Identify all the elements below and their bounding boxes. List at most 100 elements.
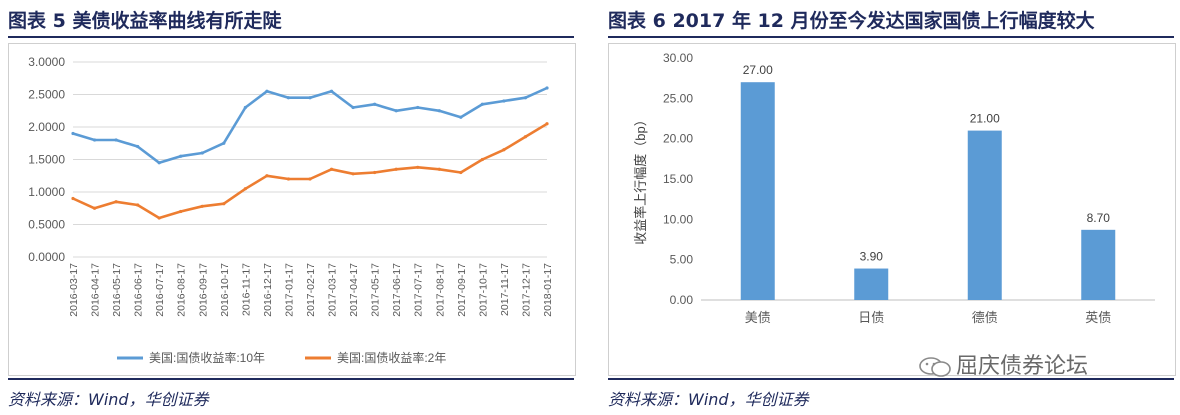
data-point [437, 167, 441, 171]
y-tick-label: 5.00 [670, 253, 694, 267]
data-point [71, 131, 75, 136]
data-point [373, 170, 377, 175]
data-point [416, 165, 420, 169]
y-tick-label: 20.00 [663, 132, 693, 146]
data-point [222, 202, 226, 206]
x-tick-label: 2016-11-17 [240, 263, 252, 316]
y-tick-label: 1.5000 [28, 153, 65, 167]
data-point [373, 102, 377, 106]
x-tick-label: 2017-05-17 [370, 263, 382, 317]
data-point [502, 99, 506, 103]
y-tick-label: 2.5000 [28, 88, 65, 102]
bar-chart: 0.00 5.00 10.00 15.00 20.00 25.00 30.00 收益率上行幅度… [633, 51, 1155, 325]
legend-label: 美国:国债收益率:10年 [149, 350, 265, 365]
x-tick-label: 2016-08-17 [176, 263, 188, 317]
data-point [243, 105, 247, 110]
title-rule [8, 36, 574, 38]
data-point [136, 144, 140, 149]
x-tick-label: 2017-11-17 [499, 263, 511, 316]
x-tick-label: 2016-09-17 [197, 263, 209, 317]
data-point [523, 135, 528, 139]
x-tick-label: 2017-08-17 [434, 263, 446, 317]
y-tick-label: 1.0000 [28, 185, 65, 199]
data-point [329, 89, 334, 93]
figure-5-panel: 图表 5 美债收益率曲线有所走陡 0.0000 0.5000 1.0000 1.500… [0, 0, 578, 415]
y-tick-label: 25.00 [663, 91, 693, 105]
data-point [329, 167, 334, 171]
source-rule [8, 378, 574, 380]
bar-value-label: 8.70 [1087, 211, 1111, 225]
data-point [114, 200, 118, 204]
data-point [179, 154, 183, 158]
data-point [136, 203, 140, 207]
data-point [265, 174, 269, 178]
x-tick-label: 2016-03-17 [68, 263, 80, 317]
data-point [351, 105, 355, 110]
figure-6-title: 图表 6 2017 年 12 月份至今发达国家国债上行幅度较大 [608, 10, 1095, 32]
x-category-label: 日债 [858, 310, 884, 325]
data-point [523, 96, 528, 100]
data-point [265, 89, 269, 93]
series-line-2y [72, 122, 548, 220]
line-chart-frame: 0.0000 0.5000 1.0000 1.5000 2.0000 2.5000 3.00… [8, 43, 576, 376]
data-point [480, 102, 484, 106]
data-point [286, 96, 291, 100]
y-tick-label: 10.00 [663, 212, 693, 226]
data-point [92, 206, 97, 210]
wechat-icon [919, 357, 951, 377]
y-tick-label: 0.00 [670, 293, 694, 307]
figure-6-panel: 图表 6 2017 年 12 月份至今发达国家国债上行幅度较大 0.00 5.00… [600, 0, 1180, 415]
x-category-label: 美债 [745, 310, 771, 325]
watermark-text: 屈庆债券论坛 [956, 354, 1089, 379]
data-point [545, 122, 549, 126]
x-tick-label: 2016-12-17 [262, 263, 274, 317]
data-point [459, 115, 463, 119]
data-point [308, 96, 312, 100]
figure-5-title: 图表 5 美债收益率曲线有所走陡 [8, 10, 282, 32]
x-tick-label: 2016-10-17 [219, 263, 231, 317]
bar [854, 268, 889, 300]
data-point [157, 216, 161, 220]
data-point [351, 172, 355, 176]
x-tick-label: 2016-05-17 [111, 263, 123, 317]
y-tick-label: 0.5000 [28, 218, 65, 232]
bar [967, 130, 1002, 300]
y-tick-label: 30.00 [663, 51, 693, 65]
x-tick-label: 2016-04-17 [90, 263, 102, 317]
data-point [308, 177, 312, 181]
data-point [179, 209, 183, 214]
title-rule [608, 36, 1174, 38]
y-tick-label: 15.00 [663, 172, 693, 186]
bar [740, 82, 775, 300]
figure-5-source: 资料来源：Wind，华创证券 [8, 390, 209, 409]
data-point [437, 109, 441, 113]
x-tick-label: 2016-06-17 [133, 263, 145, 317]
x-category-label: 德债 [972, 310, 998, 325]
bar [1081, 229, 1116, 300]
data-point [200, 151, 204, 155]
source-rule [608, 378, 1174, 380]
x-tick-label: 2018-01-17 [542, 263, 554, 317]
data-point [71, 196, 75, 201]
data-point [200, 204, 204, 208]
x-tick-label: 2017-12-17 [520, 263, 532, 317]
line-chart: 0.0000 0.5000 1.0000 1.5000 2.0000 2.5000 3.00… [28, 55, 554, 365]
data-point [459, 170, 463, 175]
data-point [92, 138, 97, 142]
data-point [286, 177, 291, 181]
x-tick-label: 2017-07-17 [413, 263, 425, 317]
data-point [243, 187, 247, 191]
data-point [502, 148, 506, 152]
y-axis-title: 收益率上行幅度（bp） [633, 113, 648, 244]
bar-value-label: 3.90 [860, 250, 884, 264]
bar-value-label: 21.00 [970, 112, 1000, 126]
legend-label: 美国:国债收益率:2年 [337, 350, 446, 365]
x-tick-label: 2016-07-17 [154, 263, 166, 317]
x-tick-label: 2017-10-17 [477, 263, 489, 317]
y-tick-label: 0.0000 [28, 250, 65, 264]
x-tick-label: 2017-09-17 [456, 263, 468, 317]
bar-chart-frame: 0.00 5.00 10.00 15.00 20.00 25.00 30.00 收益率上行幅度… [608, 43, 1176, 376]
x-tick-label: 2017-03-17 [327, 263, 339, 317]
y-tick-label: 2.0000 [28, 120, 65, 134]
figure-6-source: 资料来源：Wind，华创证券 [608, 390, 809, 409]
